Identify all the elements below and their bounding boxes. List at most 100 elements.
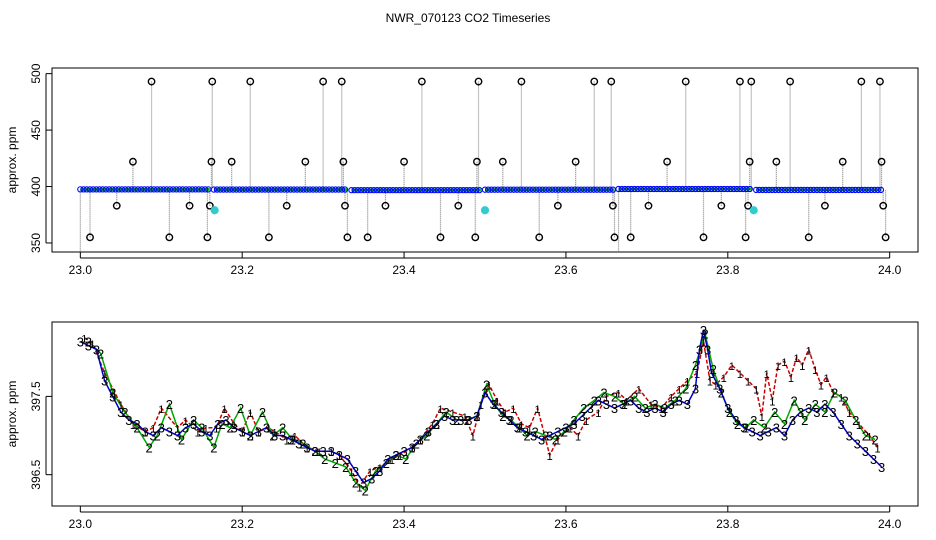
series-3-point: 3	[255, 425, 262, 440]
baseline-point	[577, 186, 585, 193]
baseline-point	[807, 186, 814, 194]
baseline-point	[491, 186, 498, 193]
series-2-point: 2	[269, 429, 276, 444]
series-1-point: 1	[231, 420, 237, 432]
series-3-point: 3	[651, 401, 658, 416]
baseline-point	[868, 186, 875, 194]
bottom-x-tick-label: 23.4	[392, 517, 416, 531]
baseline-point	[89, 186, 97, 193]
spike-point	[626, 233, 635, 242]
baseline-point	[354, 186, 362, 194]
series-3-point: 3	[360, 476, 367, 491]
baseline-point	[640, 185, 648, 193]
spike-point	[417, 77, 426, 86]
series-1-point: 1	[397, 451, 403, 463]
series-3-point: 3	[109, 389, 116, 404]
baseline-point	[77, 186, 84, 193]
baseline-point	[249, 186, 256, 193]
baseline-point	[383, 186, 390, 194]
baseline-point	[561, 186, 569, 193]
baseline-point	[727, 185, 734, 193]
series-3-point: 3	[198, 425, 205, 440]
spike-point	[381, 201, 390, 210]
baseline-point	[778, 186, 785, 194]
baseline-point	[357, 186, 365, 194]
series-2-point: 2	[532, 425, 539, 440]
baseline-point	[533, 186, 540, 193]
series-1-point: 1	[547, 451, 553, 463]
baseline-point	[313, 186, 320, 193]
series-3-point: 3	[757, 429, 764, 444]
series-2-point: 2	[600, 385, 607, 400]
series-3-point: 3	[668, 397, 675, 412]
baseline-point	[86, 186, 94, 193]
baseline-point	[568, 186, 575, 193]
baseline-point	[797, 186, 805, 194]
series-1-point: 1	[255, 428, 261, 440]
baseline-point	[711, 185, 718, 193]
baseline-point	[829, 186, 837, 194]
highlight-point	[749, 206, 758, 215]
series-1-point: 1	[794, 353, 800, 365]
spike-point	[400, 157, 408, 166]
baseline-point	[634, 185, 641, 193]
series-3-point: 3	[837, 417, 844, 432]
series-3-point: 3	[813, 405, 820, 420]
baseline-point	[708, 185, 715, 193]
spike-point	[498, 157, 507, 166]
baseline-point	[631, 185, 638, 193]
series-lines	[79, 329, 883, 492]
baseline-point	[682, 185, 689, 193]
spike-point	[772, 157, 781, 166]
series-1-point: 1	[462, 412, 468, 424]
spike-point	[301, 157, 310, 166]
series-3-point: 3	[417, 432, 424, 447]
baseline-point	[210, 186, 218, 193]
series-3-point: 3	[295, 436, 302, 451]
series-2-point: 2	[734, 417, 741, 432]
series-3-point: 3	[704, 342, 711, 357]
spike-point	[246, 77, 255, 86]
baseline-point	[428, 186, 435, 194]
series-2-point: 2	[672, 393, 679, 408]
baseline-point	[536, 186, 543, 193]
series-1-point: 1	[417, 435, 423, 447]
spike-point	[717, 201, 726, 210]
baseline-point	[277, 186, 285, 193]
series-2-point: 2	[279, 421, 286, 436]
bottom-x-tick-label: 24.0	[878, 517, 902, 531]
baseline-point	[501, 186, 508, 193]
series-2-point: 2	[392, 448, 399, 463]
series-3-point: 3	[117, 405, 124, 420]
baseline-point	[653, 185, 661, 193]
series-3-point: 3	[141, 425, 148, 440]
series-3-point: 3	[696, 342, 703, 357]
baseline-point	[497, 186, 505, 193]
series-1-point: 1	[535, 404, 541, 416]
series-2-point: 2	[771, 405, 778, 420]
spike-point	[699, 233, 708, 242]
top-x-tick-label: 24.0	[878, 263, 902, 277]
baseline-point	[341, 186, 349, 193]
series-1-point: 1	[239, 428, 245, 440]
baseline-point	[698, 185, 705, 193]
series-1-point: 1	[759, 412, 765, 424]
series-2-point: 2	[146, 440, 153, 455]
series-2-point: 2	[133, 421, 140, 436]
series-1-point: 1	[377, 463, 383, 475]
series-1-point: 1	[316, 447, 322, 459]
spike-point	[821, 201, 829, 210]
baseline-point	[772, 186, 779, 194]
spike-point	[227, 157, 236, 166]
series-2-point: 2	[661, 401, 668, 416]
series-3-point: 3	[797, 405, 804, 420]
baseline-point	[220, 186, 227, 193]
spike-point	[736, 77, 744, 86]
baseline-point	[791, 186, 798, 194]
series-3-point: 3	[279, 429, 286, 444]
baseline-point	[679, 185, 686, 193]
baseline-point	[746, 185, 753, 193]
series-2-point: 2	[561, 425, 568, 440]
baseline-point	[618, 185, 625, 193]
